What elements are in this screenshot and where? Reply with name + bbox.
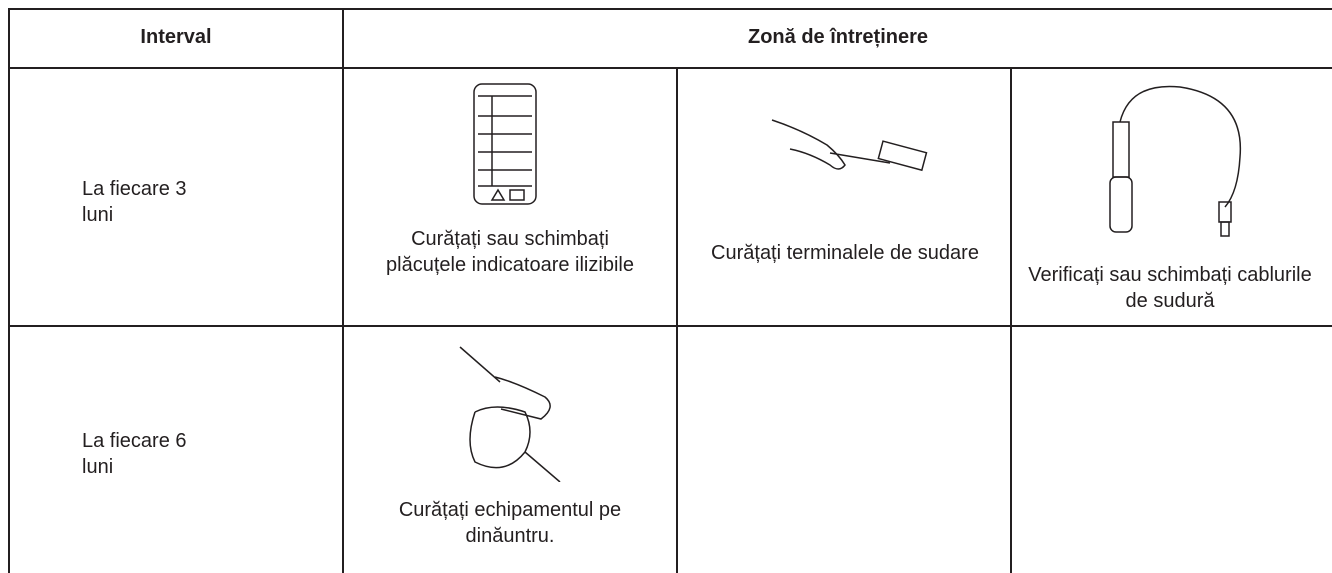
brush-icon xyxy=(771,119,928,172)
cable-icon xyxy=(1109,85,1242,237)
border xyxy=(342,8,344,573)
warning-label-icon xyxy=(473,83,537,205)
header-cell: Interval xyxy=(140,26,212,48)
task-text: Verificați sau schimbați cablurile de su… xyxy=(1028,264,1312,312)
interval-cell: La fiecare 3 luni xyxy=(82,178,187,226)
border xyxy=(8,325,1332,327)
border xyxy=(676,68,678,573)
border xyxy=(8,8,1332,10)
task-text: Curățați sau schimbați plăcuțele indicat… xyxy=(386,228,634,276)
header-cell: Zonă de întreținere xyxy=(747,26,929,48)
border xyxy=(8,67,1332,69)
border xyxy=(1010,68,1012,573)
border xyxy=(8,8,10,573)
task-text: Curățați echipamentul pe dinăuntru. xyxy=(398,499,622,547)
hand-tool-icon xyxy=(459,346,561,482)
interval-cell: La fiecare 6 luni xyxy=(82,430,187,478)
task-text: Curățați terminalele de sudare xyxy=(711,242,979,264)
